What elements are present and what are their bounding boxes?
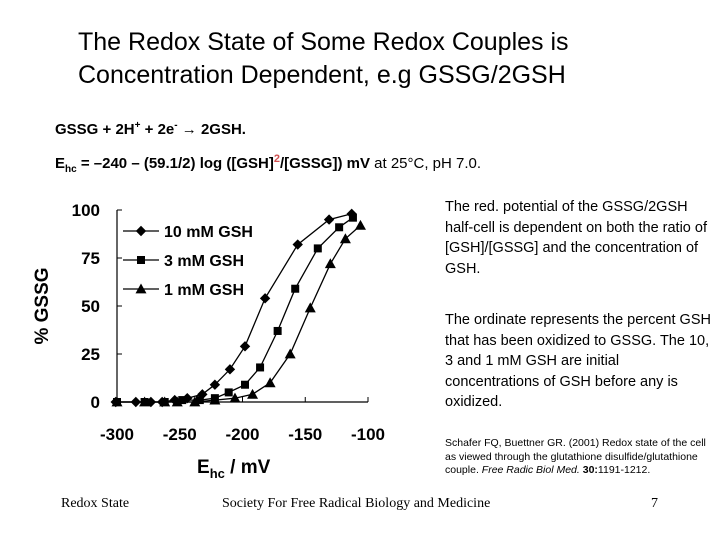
- reference-journal: Free Radic Biol Med.: [481, 464, 580, 476]
- data-point-triangle: [284, 348, 296, 359]
- y-tick-label: 100: [72, 201, 100, 220]
- data-point-diamond: [323, 214, 335, 225]
- reference-volume: 30:: [579, 464, 598, 476]
- data-point-square: [348, 213, 357, 222]
- reaction-electrons: + 2e: [140, 121, 175, 138]
- data-point-triangle: [354, 219, 366, 230]
- data-point-diamond: [239, 341, 251, 352]
- data-point-triangle: [339, 233, 351, 244]
- reaction-right: 2GSH.: [200, 121, 246, 138]
- x-axis-label: Ehc / mV: [197, 457, 271, 481]
- data-point-diamond: [259, 293, 271, 304]
- y-tick-label: 0: [91, 393, 100, 412]
- legend-label-triangle: 1 mM GSH: [164, 282, 244, 299]
- legend-marker-square: [137, 256, 145, 264]
- x-tick-label: -300: [100, 425, 134, 444]
- y-tick-label: 75: [81, 249, 100, 268]
- data-point-square: [291, 284, 300, 293]
- side-note-ordinate: The ordinate represents the percent GSH …: [445, 312, 711, 411]
- nernst-conditions: at 25°C, pH 7.0.: [369, 155, 482, 172]
- data-point-triangle: [229, 392, 241, 403]
- data-point-triangle: [304, 302, 316, 313]
- footer-page-number: 7: [651, 496, 658, 511]
- reaction-equation: GSSG + 2H+ + 2e- → 2GSH.: [55, 120, 246, 138]
- series-line-diamond: [115, 213, 352, 403]
- side-note-ratio: The red. potential of the GSSG/2GSH half…: [445, 199, 707, 277]
- legend-marker-diamond: [135, 225, 147, 237]
- y-tick-label: 50: [81, 297, 100, 316]
- slide-title: The Redox State of Some Redox Couples is…: [78, 28, 569, 89]
- reference-pages: 1191-1212.: [597, 464, 651, 476]
- nernst-equation: Ehc = –240 – (59.1/2) log ([GSH]2/[GSSG]…: [55, 153, 481, 175]
- data-point-square: [335, 223, 344, 232]
- data-point-square: [241, 380, 250, 389]
- footer-society: Society For Free Radical Biology and Med…: [222, 496, 491, 511]
- data-point-square: [313, 244, 322, 253]
- nernst-e: E: [55, 155, 66, 172]
- legend-marker-triangle: [135, 283, 147, 294]
- data-point-square: [273, 326, 282, 335]
- data-point-square: [195, 396, 204, 405]
- reference-authors: Schafer FQ, Buettner GR. (2001) Redox st…: [445, 437, 706, 476]
- x-tick-label: -250: [163, 425, 197, 444]
- nernst-power: 2: [273, 153, 280, 165]
- data-point-triangle: [247, 388, 259, 399]
- electron-charge: -: [174, 120, 178, 131]
- data-point-square: [256, 363, 265, 372]
- nernst-body: = –240 – (59.1/2) log ([GSH]: [76, 155, 274, 172]
- data-point-diamond: [224, 364, 236, 375]
- data-point-triangle: [324, 258, 336, 269]
- proton-charge: +: [134, 120, 141, 131]
- y-tick-label: 25: [81, 345, 100, 364]
- reference-citation: Schafer FQ, Buettner GR. (2001) Redox st…: [445, 437, 715, 478]
- series-line-triangle: [117, 224, 361, 403]
- legend-label-square: 3 mM GSH: [164, 253, 244, 270]
- legend-label-diamond: 10 mM GSH: [164, 224, 253, 241]
- reaction-arrow: →: [181, 121, 197, 138]
- data-point-diamond: [292, 239, 303, 250]
- footer-section-label: Redox State: [61, 496, 130, 511]
- nernst-body2: /[GSSG]) mV: [279, 155, 370, 172]
- data-point-triangle: [264, 377, 276, 388]
- reaction-left: GSSG + 2H: [55, 121, 135, 138]
- y-axis-label: % GSSG: [32, 267, 53, 344]
- data-point-square: [178, 396, 187, 405]
- x-tick-label: -100: [351, 425, 385, 444]
- nernst-sub: hc: [65, 164, 77, 175]
- x-tick-label: -150: [288, 425, 322, 444]
- x-tick-label: -200: [225, 425, 259, 444]
- data-point-square: [224, 388, 233, 397]
- data-point-diamond: [209, 379, 221, 390]
